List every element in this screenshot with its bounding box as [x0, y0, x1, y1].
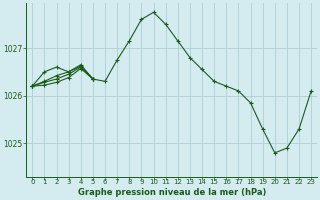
- X-axis label: Graphe pression niveau de la mer (hPa): Graphe pression niveau de la mer (hPa): [77, 188, 266, 197]
